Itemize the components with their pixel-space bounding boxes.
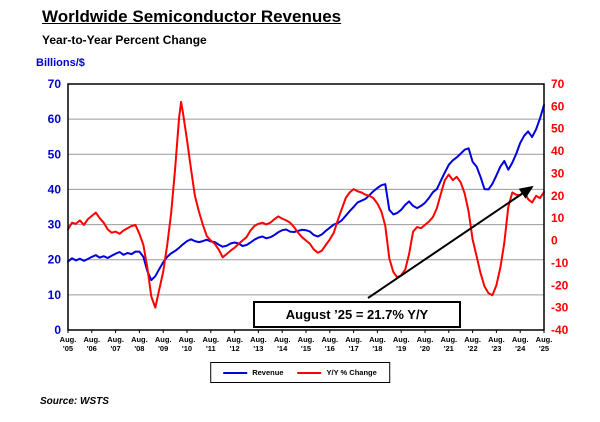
chart-plot-area: 0 10 20 30 40 50 60 70 -40 -30 -20 -10 0 10 20 30 40 50 60… <box>48 77 569 353</box>
svg-text:20: 20 <box>551 189 565 203</box>
svg-text:'23: '23 <box>491 344 501 353</box>
legend-label-yy-change: Y/Y % Change <box>326 368 377 377</box>
svg-text:'22: '22 <box>468 344 478 353</box>
yy-change-line-swatch-icon <box>297 371 322 374</box>
svg-text:Aug.: Aug. <box>464 335 481 344</box>
annotation-callout: August ’25 = 21.7% Y/Y <box>253 301 461 328</box>
svg-text:Aug.: Aug. <box>298 335 315 344</box>
svg-text:40: 40 <box>48 182 62 196</box>
chart-title: Worldwide Semiconductor Revenues <box>42 7 342 26</box>
svg-text:'11: '11 <box>206 344 216 353</box>
svg-text:Aug.: Aug. <box>440 335 457 344</box>
svg-text:'13: '13 <box>253 344 263 353</box>
svg-text:Aug.: Aug. <box>83 335 100 344</box>
svg-text:Aug.: Aug. <box>512 335 529 344</box>
legend-item-revenue: Revenue <box>223 368 283 377</box>
svg-text:Aug.: Aug. <box>107 335 124 344</box>
svg-text:Aug.: Aug. <box>179 335 196 344</box>
svg-text:0: 0 <box>551 234 558 248</box>
svg-text:70: 70 <box>48 77 62 91</box>
svg-text:'25: '25 <box>539 344 549 353</box>
svg-text:Aug.: Aug. <box>536 335 553 344</box>
svg-text:'12: '12 <box>230 344 240 353</box>
svg-text:'07: '07 <box>111 344 121 353</box>
svg-text:-10: -10 <box>551 256 569 270</box>
svg-text:Aug.: Aug. <box>274 335 291 344</box>
chart-legend: Revenue Y/Y % Change <box>210 362 390 383</box>
svg-text:Aug.: Aug. <box>131 335 148 344</box>
svg-text:'16: '16 <box>325 344 335 353</box>
legend-item-yy-change: Y/Y % Change <box>297 368 377 377</box>
svg-text:Aug.: Aug. <box>226 335 243 344</box>
svg-text:Aug.: Aug. <box>345 335 362 344</box>
svg-text:Aug.: Aug. <box>155 335 172 344</box>
chart-subtitle: Year-to-Year Percent Change <box>42 33 207 47</box>
svg-text:Aug.: Aug. <box>369 335 386 344</box>
svg-text:70: 70 <box>551 77 565 91</box>
svg-text:'06: '06 <box>87 344 97 353</box>
svg-text:'05: '05 <box>63 344 73 353</box>
svg-text:'10: '10 <box>182 344 192 353</box>
svg-text:'15: '15 <box>301 344 311 353</box>
svg-text:Aug.: Aug. <box>488 335 505 344</box>
svg-text:0: 0 <box>54 323 61 337</box>
svg-text:'08: '08 <box>134 344 144 353</box>
svg-text:Aug.: Aug. <box>417 335 434 344</box>
legend-label-revenue: Revenue <box>252 368 284 377</box>
svg-text:'18: '18 <box>372 344 382 353</box>
source-credit: Source: WSTS <box>40 396 109 407</box>
svg-text:10: 10 <box>48 288 62 302</box>
svg-text:Aug.: Aug. <box>202 335 219 344</box>
svg-text:30: 30 <box>48 218 62 232</box>
svg-text:-30: -30 <box>551 301 569 315</box>
svg-text:Aug.: Aug. <box>60 335 77 344</box>
svg-text:'09: '09 <box>158 344 168 353</box>
left-axis-unit-label: Billions/$ <box>36 57 85 69</box>
svg-text:40: 40 <box>551 144 565 158</box>
svg-text:10: 10 <box>551 211 565 225</box>
svg-text:Aug.: Aug. <box>250 335 267 344</box>
svg-text:-20: -20 <box>551 278 569 292</box>
svg-text:'24: '24 <box>515 344 526 353</box>
svg-text:'17: '17 <box>349 344 359 353</box>
svg-text:'21: '21 <box>444 344 454 353</box>
svg-text:60: 60 <box>551 99 565 113</box>
svg-text:30: 30 <box>551 166 565 180</box>
svg-text:'20: '20 <box>420 344 430 353</box>
revenue-line-swatch-icon <box>223 371 248 374</box>
svg-text:Aug.: Aug. <box>321 335 338 344</box>
svg-text:-40: -40 <box>551 323 569 337</box>
svg-text:Aug.: Aug. <box>393 335 410 344</box>
svg-text:60: 60 <box>48 112 62 126</box>
svg-text:20: 20 <box>48 253 62 267</box>
svg-text:'14: '14 <box>277 344 288 353</box>
svg-text:50: 50 <box>551 122 565 136</box>
svg-text:'19: '19 <box>396 344 406 353</box>
svg-text:50: 50 <box>48 147 62 161</box>
